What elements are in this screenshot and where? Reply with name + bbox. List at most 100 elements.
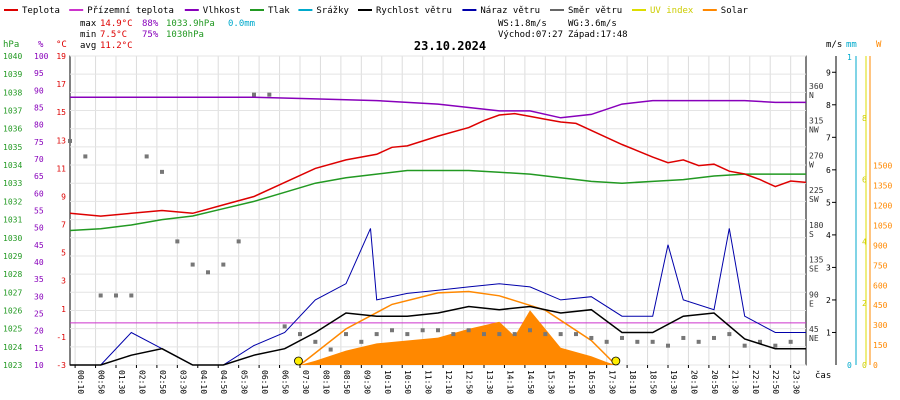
x-tick-label: 22:50: [771, 370, 780, 394]
wind-direction-point: [574, 332, 578, 337]
series-humidity: [70, 96, 806, 119]
y-tick-c: 1: [61, 305, 66, 314]
wind-direction-point: [666, 343, 670, 348]
x-tick-label: 20:10: [689, 370, 698, 394]
legend-item: Tlak: [268, 6, 290, 16]
y-tick-ms: 7: [826, 133, 831, 142]
wind-direction-point: [466, 328, 471, 333]
plot-area: [69, 55, 807, 366]
y-tick-w: 1200: [873, 202, 892, 211]
wind-direction-point: [221, 262, 226, 267]
grid: [70, 55, 806, 366]
wind-direction-point: [604, 339, 609, 344]
y-tick-dir: 135: [809, 256, 824, 265]
x-tick-label: 08:50: [342, 370, 351, 394]
y-tick-pct: 90: [34, 86, 44, 95]
y-tick-ms: 3: [826, 263, 831, 272]
legend-item: UV index: [650, 6, 694, 16]
series-layer: [68, 92, 807, 366]
y-tick-pct: 100: [34, 52, 49, 61]
x-tick-label: 16:10: [567, 370, 576, 394]
legend-item: Vlhkost: [203, 6, 241, 16]
y-tick-pct: 30: [34, 292, 44, 301]
series-temperature: [69, 112, 807, 217]
y-tick-pct: 50: [34, 224, 44, 233]
x-tick-label: 04:10: [199, 370, 208, 394]
y-tick-hpa: 1038: [3, 88, 22, 97]
x-tick-label: 18:50: [649, 370, 658, 394]
stat-sunrise: Východ:07:27: [498, 30, 563, 40]
y-tick-dir-label: SW: [809, 195, 819, 204]
wind-direction-point: [620, 335, 624, 340]
wind-direction-point: [298, 332, 302, 337]
y-tick-pct: 60: [34, 189, 44, 198]
wind-direction-point: [190, 262, 195, 267]
legend-item: Solar: [721, 6, 749, 16]
y-tick-hpa: 1027: [3, 288, 22, 297]
stat-ws: WS:1.8m/s: [498, 19, 547, 29]
y-tick-ms: 2: [826, 296, 831, 305]
y-tick-pct: 20: [34, 327, 44, 336]
wind-direction-point: [114, 293, 118, 298]
stat-sunset: Západ:17:48: [568, 30, 628, 40]
y-tick-w: 150: [873, 341, 888, 350]
y-tick-pct: 75: [34, 138, 44, 147]
x-tick-label: 03:30: [178, 370, 187, 394]
x-tick-label: 21:30: [730, 370, 739, 394]
y-tick-w: 600: [873, 281, 888, 290]
y-tick-dir: 225: [809, 186, 824, 195]
x-tick-label: 17:30: [608, 370, 617, 394]
wind-direction-point: [512, 332, 517, 337]
y-tick-c: 17: [56, 80, 66, 89]
x-tick-label: 00:50: [97, 370, 106, 394]
x-tick-label: 00:10: [76, 370, 85, 394]
x-tick-label: 09:30: [362, 370, 371, 394]
stat-max-label: max: [80, 19, 97, 29]
y-tick-hpa: 1035: [3, 143, 22, 152]
wind-direction-point: [129, 293, 134, 298]
y-tick-pct: 15: [34, 344, 44, 353]
y-tick-ms: 5: [826, 198, 831, 207]
x-tick-label: 01:30: [117, 370, 126, 394]
x-tick-label: 14:10: [505, 370, 514, 394]
wind-direction-point: [681, 335, 686, 340]
x-tick-label: 02:50: [158, 370, 167, 394]
y-tick-w: 450: [873, 301, 888, 310]
stat-min-label: min: [80, 30, 96, 40]
y-tick-c: 7: [61, 221, 66, 230]
y-tick-hpa: 1039: [3, 70, 22, 79]
legend-item: Srážky: [316, 6, 349, 16]
y-tick-ms: 1: [826, 328, 831, 337]
y-tick-uv: 0: [862, 361, 867, 370]
y-tick-dir: 180: [809, 221, 824, 230]
y-tick-dir-label: W: [809, 160, 814, 169]
y-tick-c: 19: [56, 52, 66, 61]
legend-item: Směr větru: [568, 6, 622, 16]
y-tick-c: -3: [56, 361, 66, 370]
x-tick-label: 07:30: [301, 370, 310, 394]
y-tick-hpa: 1025: [3, 325, 22, 334]
y-tick-c: 15: [56, 108, 66, 117]
y-tick-hpa: 1023: [3, 361, 22, 370]
y-tick-dir: 270: [809, 151, 824, 160]
x-tick-label: 12:50: [465, 370, 474, 394]
wind-direction-point: [313, 339, 318, 344]
wind-direction-point: [83, 154, 88, 159]
y-tick-pct: 45: [34, 241, 44, 250]
y-tick-pct: 55: [34, 207, 44, 216]
y-tick-c: -1: [56, 333, 66, 342]
wind-direction-point: [236, 239, 241, 244]
wind-direction-point: [68, 138, 72, 143]
y-tick-hpa: 1037: [3, 107, 22, 116]
y-tick-pct: 85: [34, 104, 44, 113]
y-tick-dir: 90: [809, 290, 819, 299]
y-tick-dir-label: N: [809, 91, 814, 100]
legend-item: Přízemní teplota: [87, 6, 174, 16]
x-tick-label: 16:50: [587, 370, 596, 394]
y-tick-dir-label: S: [809, 230, 814, 239]
y-tick-pct: 35: [34, 275, 44, 284]
x-tick-label: 22:10: [751, 370, 760, 394]
y-tick-c: 11: [56, 164, 66, 173]
wind-direction-point: [390, 328, 394, 333]
x-tick-label: 10:50: [403, 370, 412, 394]
